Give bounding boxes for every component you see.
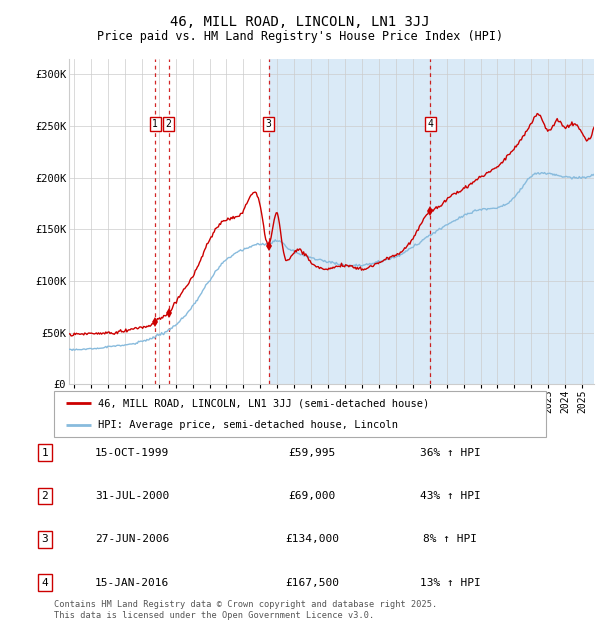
- Bar: [69, 59, 269, 384]
- FancyBboxPatch shape: [54, 391, 546, 437]
- Text: 15-OCT-1999: 15-OCT-1999: [95, 448, 169, 458]
- Text: Price paid vs. HM Land Registry's House Price Index (HPI): Price paid vs. HM Land Registry's House …: [97, 30, 503, 43]
- Text: 1: 1: [152, 119, 158, 129]
- Text: 3: 3: [266, 119, 272, 129]
- Text: 46, MILL ROAD, LINCOLN, LN1 3JJ: 46, MILL ROAD, LINCOLN, LN1 3JJ: [170, 16, 430, 30]
- Text: £134,000: £134,000: [285, 534, 339, 544]
- Text: 15-JAN-2016: 15-JAN-2016: [95, 578, 169, 588]
- Text: 8% ↑ HPI: 8% ↑ HPI: [423, 534, 477, 544]
- Text: £69,000: £69,000: [289, 491, 335, 501]
- Text: 31-JUL-2000: 31-JUL-2000: [95, 491, 169, 501]
- Text: 3: 3: [41, 534, 49, 544]
- Text: 2: 2: [41, 491, 49, 501]
- Text: 4: 4: [41, 578, 49, 588]
- Text: 1: 1: [41, 448, 49, 458]
- Text: HPI: Average price, semi-detached house, Lincoln: HPI: Average price, semi-detached house,…: [98, 420, 398, 430]
- Text: £59,995: £59,995: [289, 448, 335, 458]
- Text: Contains HM Land Registry data © Crown copyright and database right 2025.
This d: Contains HM Land Registry data © Crown c…: [54, 600, 437, 619]
- Bar: [269, 59, 594, 384]
- Text: 27-JUN-2006: 27-JUN-2006: [95, 534, 169, 544]
- Text: 2: 2: [166, 119, 172, 129]
- Text: 36% ↑ HPI: 36% ↑ HPI: [419, 448, 481, 458]
- Text: 4: 4: [427, 119, 433, 129]
- Text: 46, MILL ROAD, LINCOLN, LN1 3JJ (semi-detached house): 46, MILL ROAD, LINCOLN, LN1 3JJ (semi-de…: [98, 398, 430, 408]
- Text: £167,500: £167,500: [285, 578, 339, 588]
- Text: 43% ↑ HPI: 43% ↑ HPI: [419, 491, 481, 501]
- Text: 13% ↑ HPI: 13% ↑ HPI: [419, 578, 481, 588]
